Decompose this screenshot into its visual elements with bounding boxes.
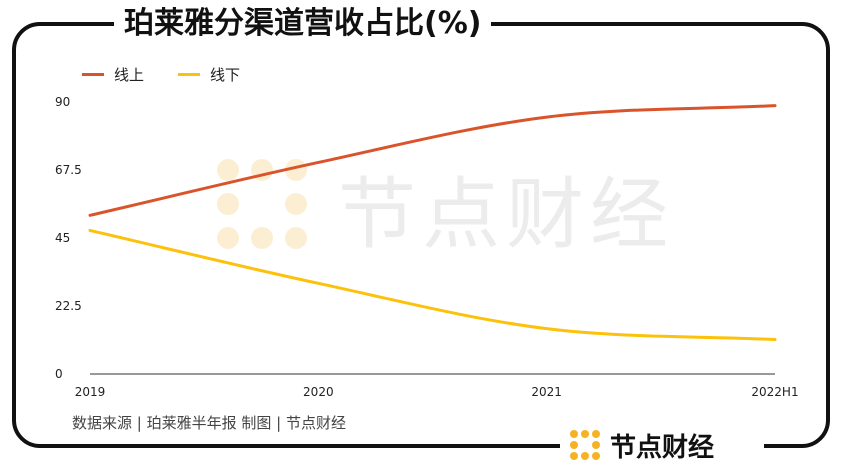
y-tick-label: 22.5 bbox=[55, 299, 82, 313]
x-axis-ticks: 2019 2020 2021 2022H1 bbox=[75, 385, 799, 399]
legend-label-offline: 线下 bbox=[210, 66, 241, 84]
y-axis-ticks: 0 22.5 45 67.5 90 bbox=[55, 95, 82, 381]
x-tick-label: 2020 bbox=[303, 385, 334, 399]
y-tick-label: 0 bbox=[55, 367, 63, 381]
chart-legend: 线上 线下 bbox=[82, 64, 240, 85]
watermark-logo-icon bbox=[217, 159, 307, 249]
series-line-offline bbox=[88, 228, 777, 342]
y-tick-label: 90 bbox=[55, 95, 70, 109]
watermark: 节点财经 bbox=[338, 170, 675, 260]
x-tick-label: 2019 bbox=[75, 385, 106, 399]
series-lines bbox=[88, 104, 777, 342]
y-tick-label: 45 bbox=[55, 231, 70, 245]
y-tick-label: 67.5 bbox=[55, 163, 82, 177]
brand-footer: 节点财经 bbox=[560, 426, 764, 464]
legend-label-online: 线上 bbox=[114, 66, 145, 84]
dot-grid-logo-icon bbox=[570, 430, 600, 460]
legend-swatch-online bbox=[82, 73, 104, 76]
x-tick-label: 2022H1 bbox=[751, 385, 798, 399]
source-note: 数据来源 | 珀莱雅半年报 制图 | 节点财经 bbox=[72, 414, 346, 432]
legend-item-online: 线上 bbox=[82, 64, 144, 85]
legend-swatch-offline bbox=[178, 73, 201, 76]
x-tick-label: 2021 bbox=[531, 385, 562, 399]
brand-name: 节点财经 bbox=[610, 432, 715, 463]
chart-title: 珀莱雅分渠道营收占比(%) bbox=[114, 4, 492, 44]
series-line-online bbox=[88, 104, 777, 217]
legend-item-offline: 线下 bbox=[178, 64, 240, 85]
